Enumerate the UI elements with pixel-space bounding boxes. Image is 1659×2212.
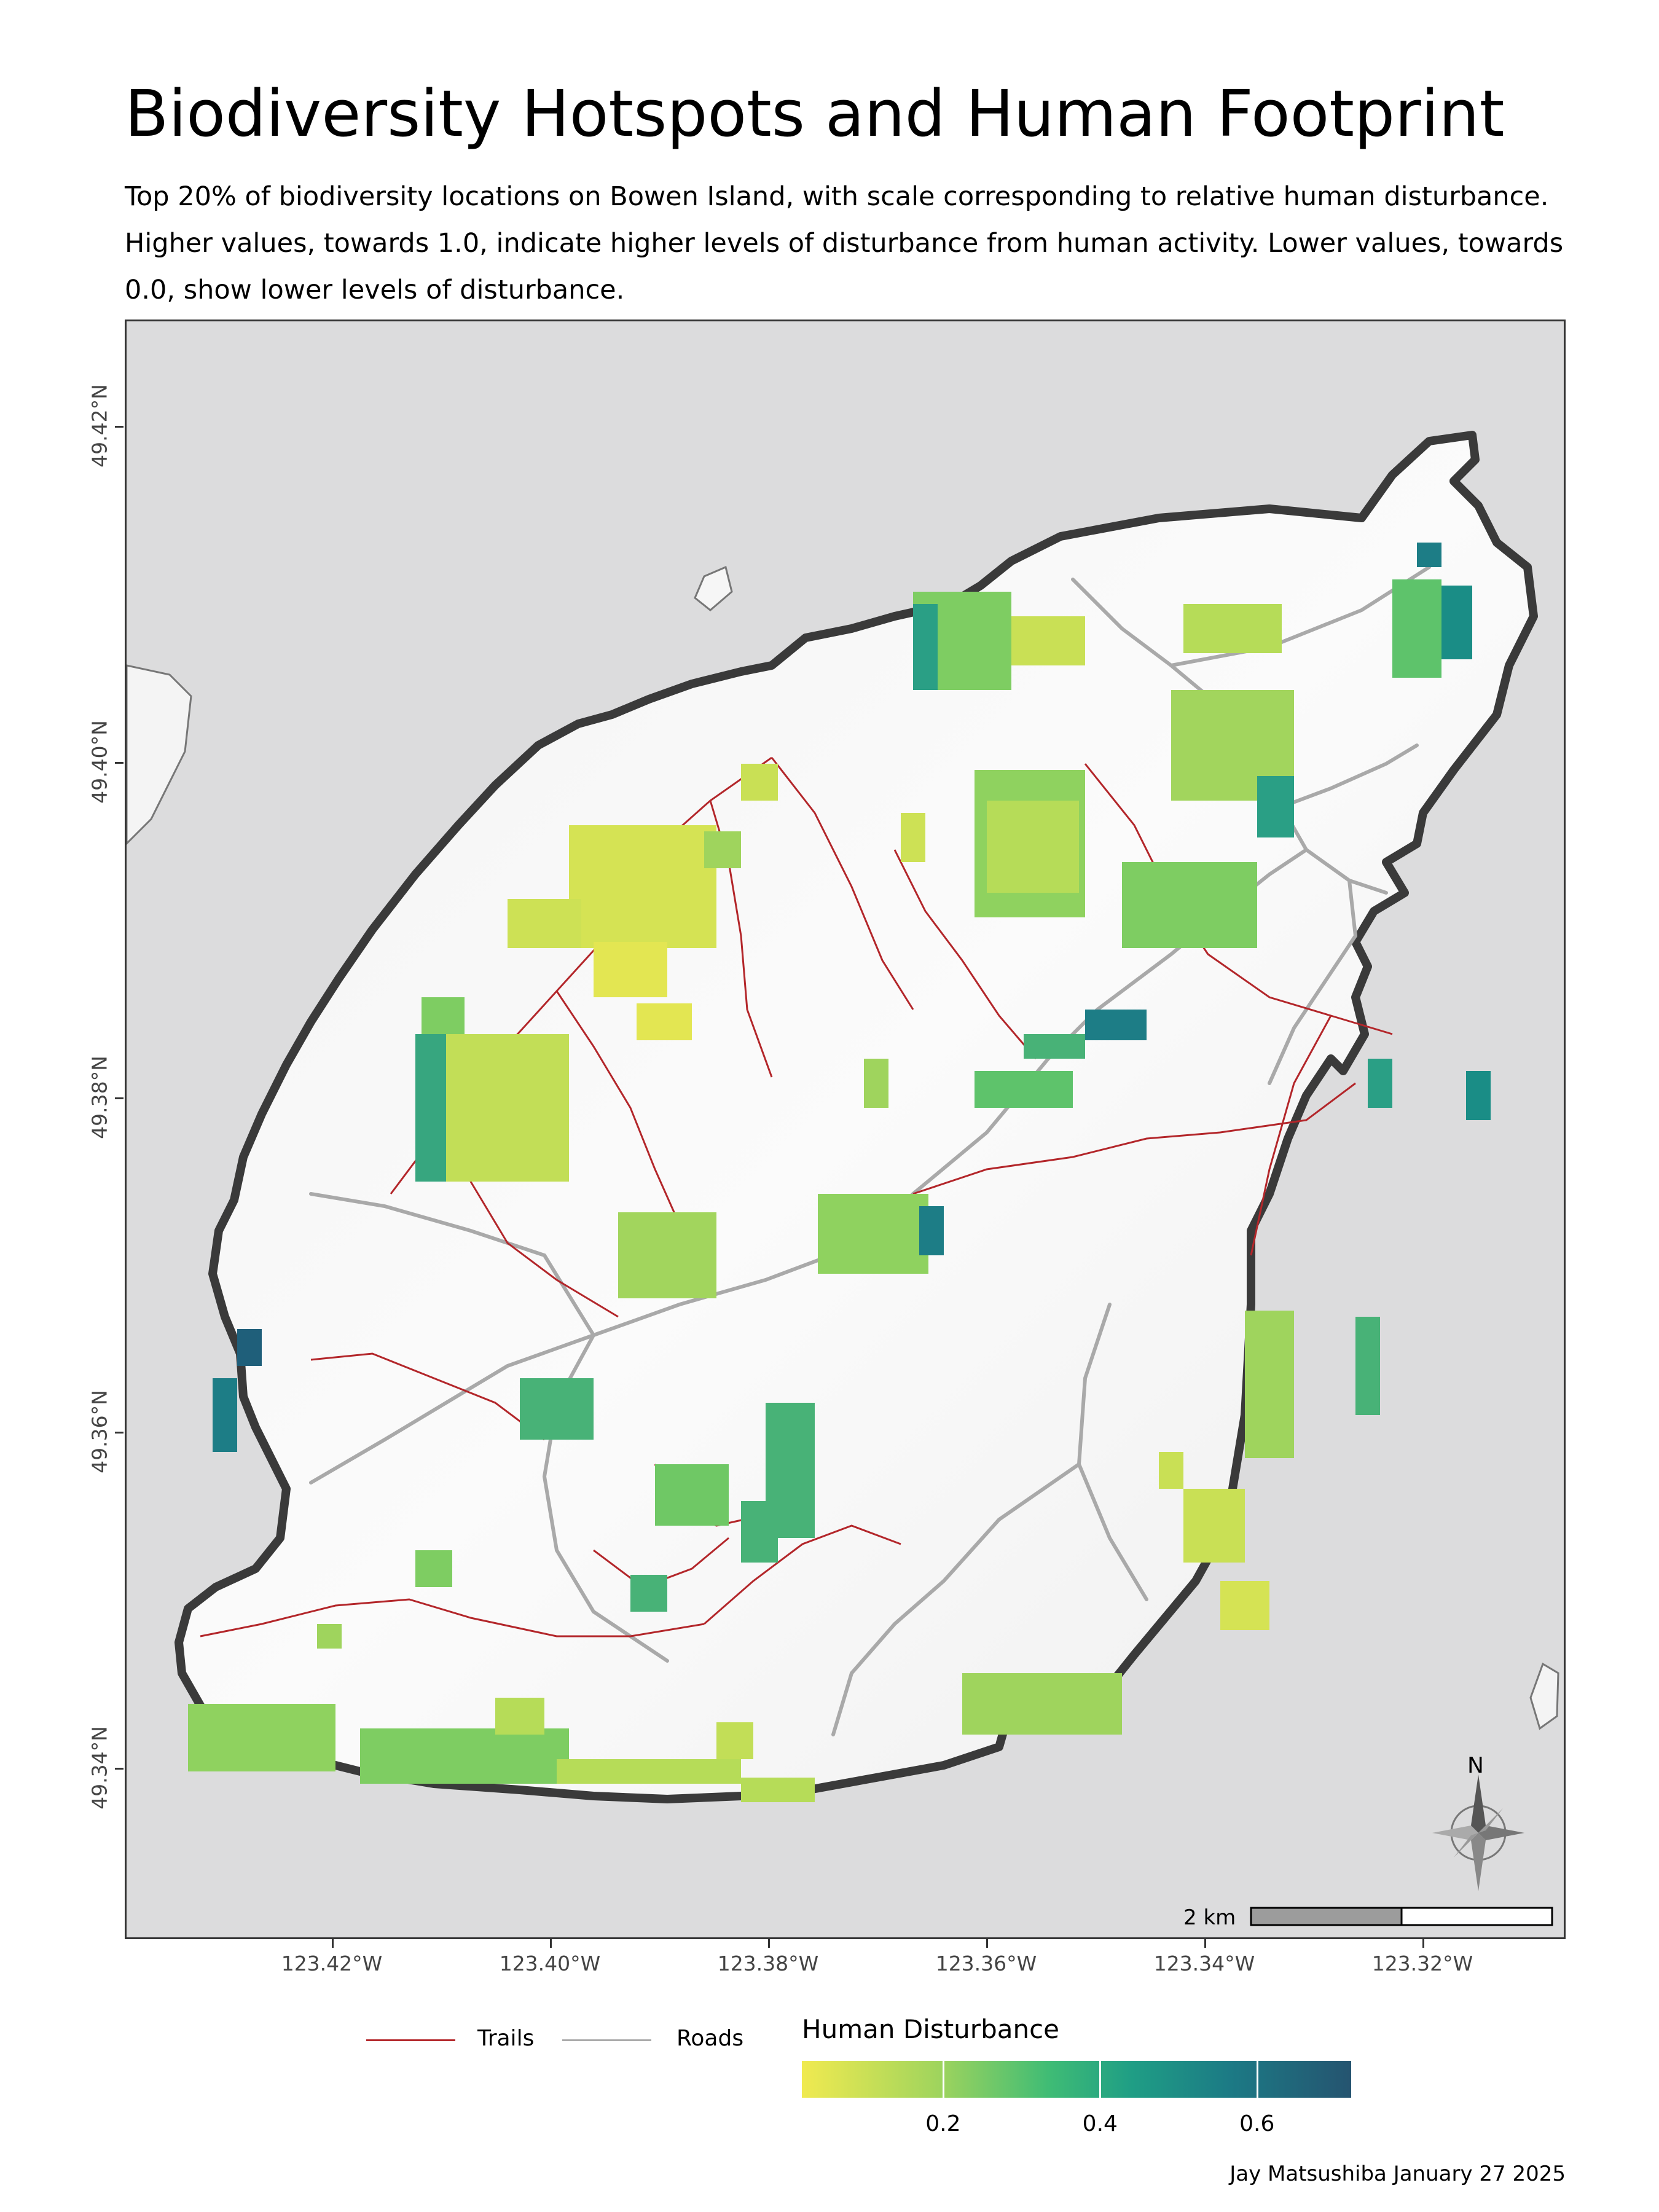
x-tick-label: 123.36°W	[935, 1951, 1037, 1975]
map-subtitle: Top 20% of biodiversity locations on Bow…	[125, 181, 1564, 305]
hotspot-cells	[188, 543, 1491, 1802]
scale-bar-label: 2 km	[1183, 1905, 1236, 1930]
y-tick-mark	[115, 1097, 124, 1099]
credit-line: Jay Matsushiba January 27 2025	[1230, 2162, 1566, 2186]
y-tick-mark	[115, 1432, 124, 1433]
colorbar-tick-mark	[1256, 2061, 1258, 2098]
x-tick-mark	[550, 1939, 552, 1948]
x-tick-label: 123.40°W	[499, 1951, 601, 1975]
x-tick-label: 123.34°W	[1153, 1951, 1255, 1975]
x-tick-mark	[768, 1939, 770, 1948]
y-tick-label: 49.36°N	[87, 1390, 112, 1473]
trails-legend-line	[366, 2039, 455, 2041]
colorbar-tick-label: 0.4	[1082, 2111, 1118, 2136]
y-tick-mark	[115, 762, 124, 764]
y-tick-label: 49.34°N	[87, 1726, 112, 1810]
north-islet	[694, 565, 733, 611]
x-tick-label: 123.38°W	[717, 1951, 819, 1975]
southeast-islet	[1529, 1662, 1559, 1730]
x-tick-label: 123.42°W	[281, 1951, 383, 1975]
x-tick-mark	[1204, 1939, 1206, 1948]
map-panel[interactable]: N 2 km	[125, 320, 1566, 1939]
colorbar-tick-mark	[942, 2061, 944, 2098]
y-tick-label: 49.38°N	[87, 1056, 112, 1139]
colorbar-tick-label: 0.6	[1239, 2111, 1275, 2136]
x-tick-mark	[1422, 1939, 1424, 1948]
scale-bar	[1250, 1907, 1553, 1926]
trails-legend-label: Trails	[477, 2026, 535, 2051]
y-tick-label: 49.40°N	[87, 720, 112, 804]
y-tick-label: 49.42°N	[87, 384, 112, 468]
bowen-island	[175, 431, 1538, 1803]
y-tick-mark	[115, 426, 124, 428]
north-label: N	[1467, 1753, 1484, 1778]
west-landmass	[127, 664, 192, 845]
colorbar-tick-mark	[1099, 2061, 1102, 2098]
map-canvas	[127, 431, 1559, 1926]
map-title: Biodiversity Hotspots and Human Footprin…	[125, 76, 1505, 151]
roads-legend-label: Roads	[677, 2026, 744, 2051]
roads-legend-line	[562, 2039, 651, 2041]
disturbance-colorbar	[802, 2061, 1351, 2098]
x-tick-label: 123.32°W	[1371, 1951, 1473, 1975]
north-arrow-icon	[1432, 1775, 1524, 1891]
x-tick-mark	[332, 1939, 334, 1948]
y-tick-mark	[115, 1768, 124, 1770]
x-tick-mark	[986, 1939, 988, 1948]
colorbar-title: Human Disturbance	[802, 2014, 1060, 2044]
colorbar-tick-label: 0.2	[925, 2111, 961, 2136]
